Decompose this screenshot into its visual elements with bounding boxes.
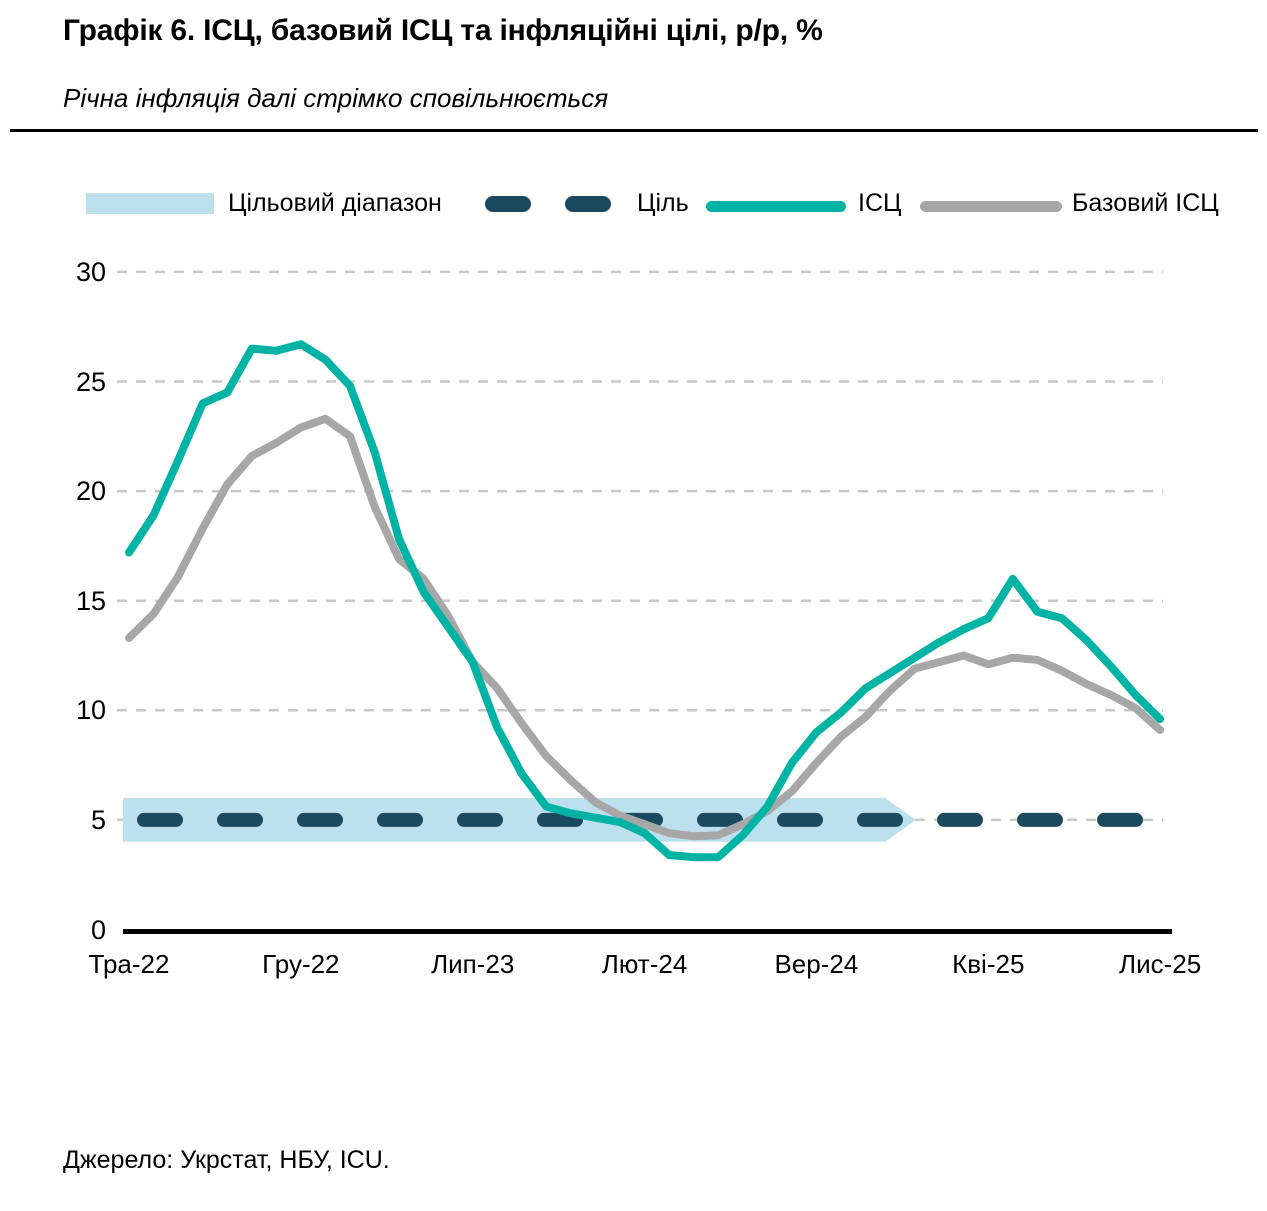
x-axis-label: Кві-25 xyxy=(952,949,1025,979)
legend-swatch-cpi-line xyxy=(706,201,846,212)
series-line-cpi xyxy=(125,340,1165,862)
source-note: Джерело: Укрстат, НБУ, ICU. xyxy=(63,1146,390,1174)
target-range-band xyxy=(123,798,916,842)
legend-label-core-cpi: Базовий ІСЦ xyxy=(1072,189,1219,217)
x-axis-label: Лип-23 xyxy=(431,949,515,979)
legend-swatch-target-dash xyxy=(485,196,531,212)
legend-swatch-core-cpi-line xyxy=(920,201,1062,212)
y-axis-label: 20 xyxy=(75,476,106,507)
x-axis-label: Лис-25 xyxy=(1119,949,1202,979)
x-axis-label: Тра-22 xyxy=(88,949,170,979)
page-title: Графік 6. ІСЦ, базовий ІСЦ та інфляційні… xyxy=(63,14,823,47)
legend-label-cpi: ІСЦ xyxy=(858,189,902,217)
y-axis-label: 15 xyxy=(75,585,106,616)
page-subtitle: Річна інфляція далі стрімко сповільнюєть… xyxy=(63,83,609,113)
y-axis-label: 5 xyxy=(90,804,106,835)
x-axis-label: Лют-24 xyxy=(601,949,688,979)
y-axis-label: 10 xyxy=(75,695,106,726)
y-axis-label: 30 xyxy=(75,256,106,287)
y-axis-label: 25 xyxy=(75,366,106,397)
title-divider xyxy=(10,129,1258,132)
chart-legend: Цільовий діапазон Ціль ІСЦ Базовий ІСЦ xyxy=(0,189,1267,220)
x-axis-label: Гру-22 xyxy=(262,949,340,979)
legend-label-target-range: Цільовий діапазон xyxy=(228,189,442,217)
series-line-core-cpi xyxy=(125,414,1165,841)
legend-swatch-target-range xyxy=(86,193,214,214)
y-axis-label: 0 xyxy=(90,914,106,945)
legend-label-target: Ціль xyxy=(637,189,689,217)
legend-swatch-target-dash xyxy=(565,196,611,212)
x-axis-label: Вер-24 xyxy=(774,949,859,979)
